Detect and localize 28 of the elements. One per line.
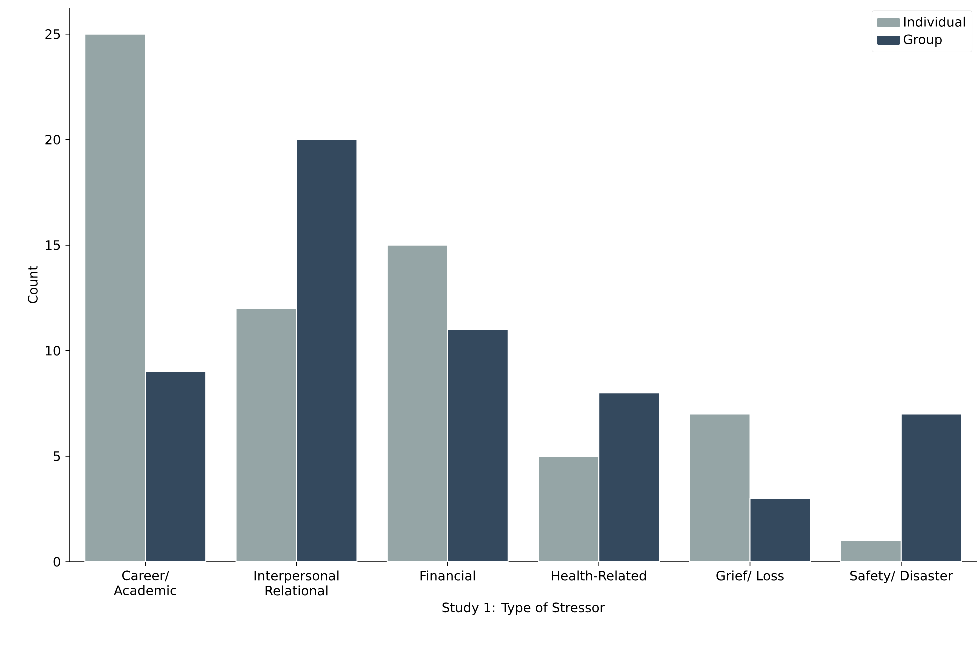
x-tick-label: Financial bbox=[420, 570, 476, 581]
y-axis-title: Count bbox=[28, 266, 38, 304]
bar bbox=[840, 540, 902, 562]
legend-label: Individual bbox=[904, 16, 966, 27]
bar bbox=[386, 244, 448, 562]
bar bbox=[296, 139, 358, 562]
x-tick-label: Interpersonal Relational bbox=[254, 570, 339, 596]
bar bbox=[145, 372, 207, 562]
bar bbox=[900, 414, 962, 562]
y-tick-label: 5 bbox=[54, 452, 60, 462]
x-tick-label: Health-Related bbox=[552, 570, 646, 581]
bar bbox=[598, 392, 660, 562]
x-tick-label: Grief/ Loss bbox=[716, 570, 784, 582]
y-tick-label: 25 bbox=[46, 29, 60, 40]
y-tick-label: 20 bbox=[46, 135, 60, 145]
x-axis-title: Study 1: Type of Stressor bbox=[442, 602, 606, 616]
y-tick-label: 15 bbox=[46, 240, 60, 250]
bar bbox=[236, 308, 298, 562]
bar bbox=[750, 498, 812, 562]
x-tick-label: Career/ Academic bbox=[114, 570, 176, 596]
bar bbox=[84, 34, 146, 562]
bar bbox=[689, 414, 751, 562]
bar bbox=[538, 456, 600, 562]
legend-label: Group bbox=[904, 34, 942, 48]
y-tick-label: 0 bbox=[54, 557, 60, 567]
y-tick-label: 10 bbox=[46, 346, 60, 356]
x-tick-label: Safety/ Disaster bbox=[850, 570, 954, 584]
bar bbox=[447, 329, 509, 562]
